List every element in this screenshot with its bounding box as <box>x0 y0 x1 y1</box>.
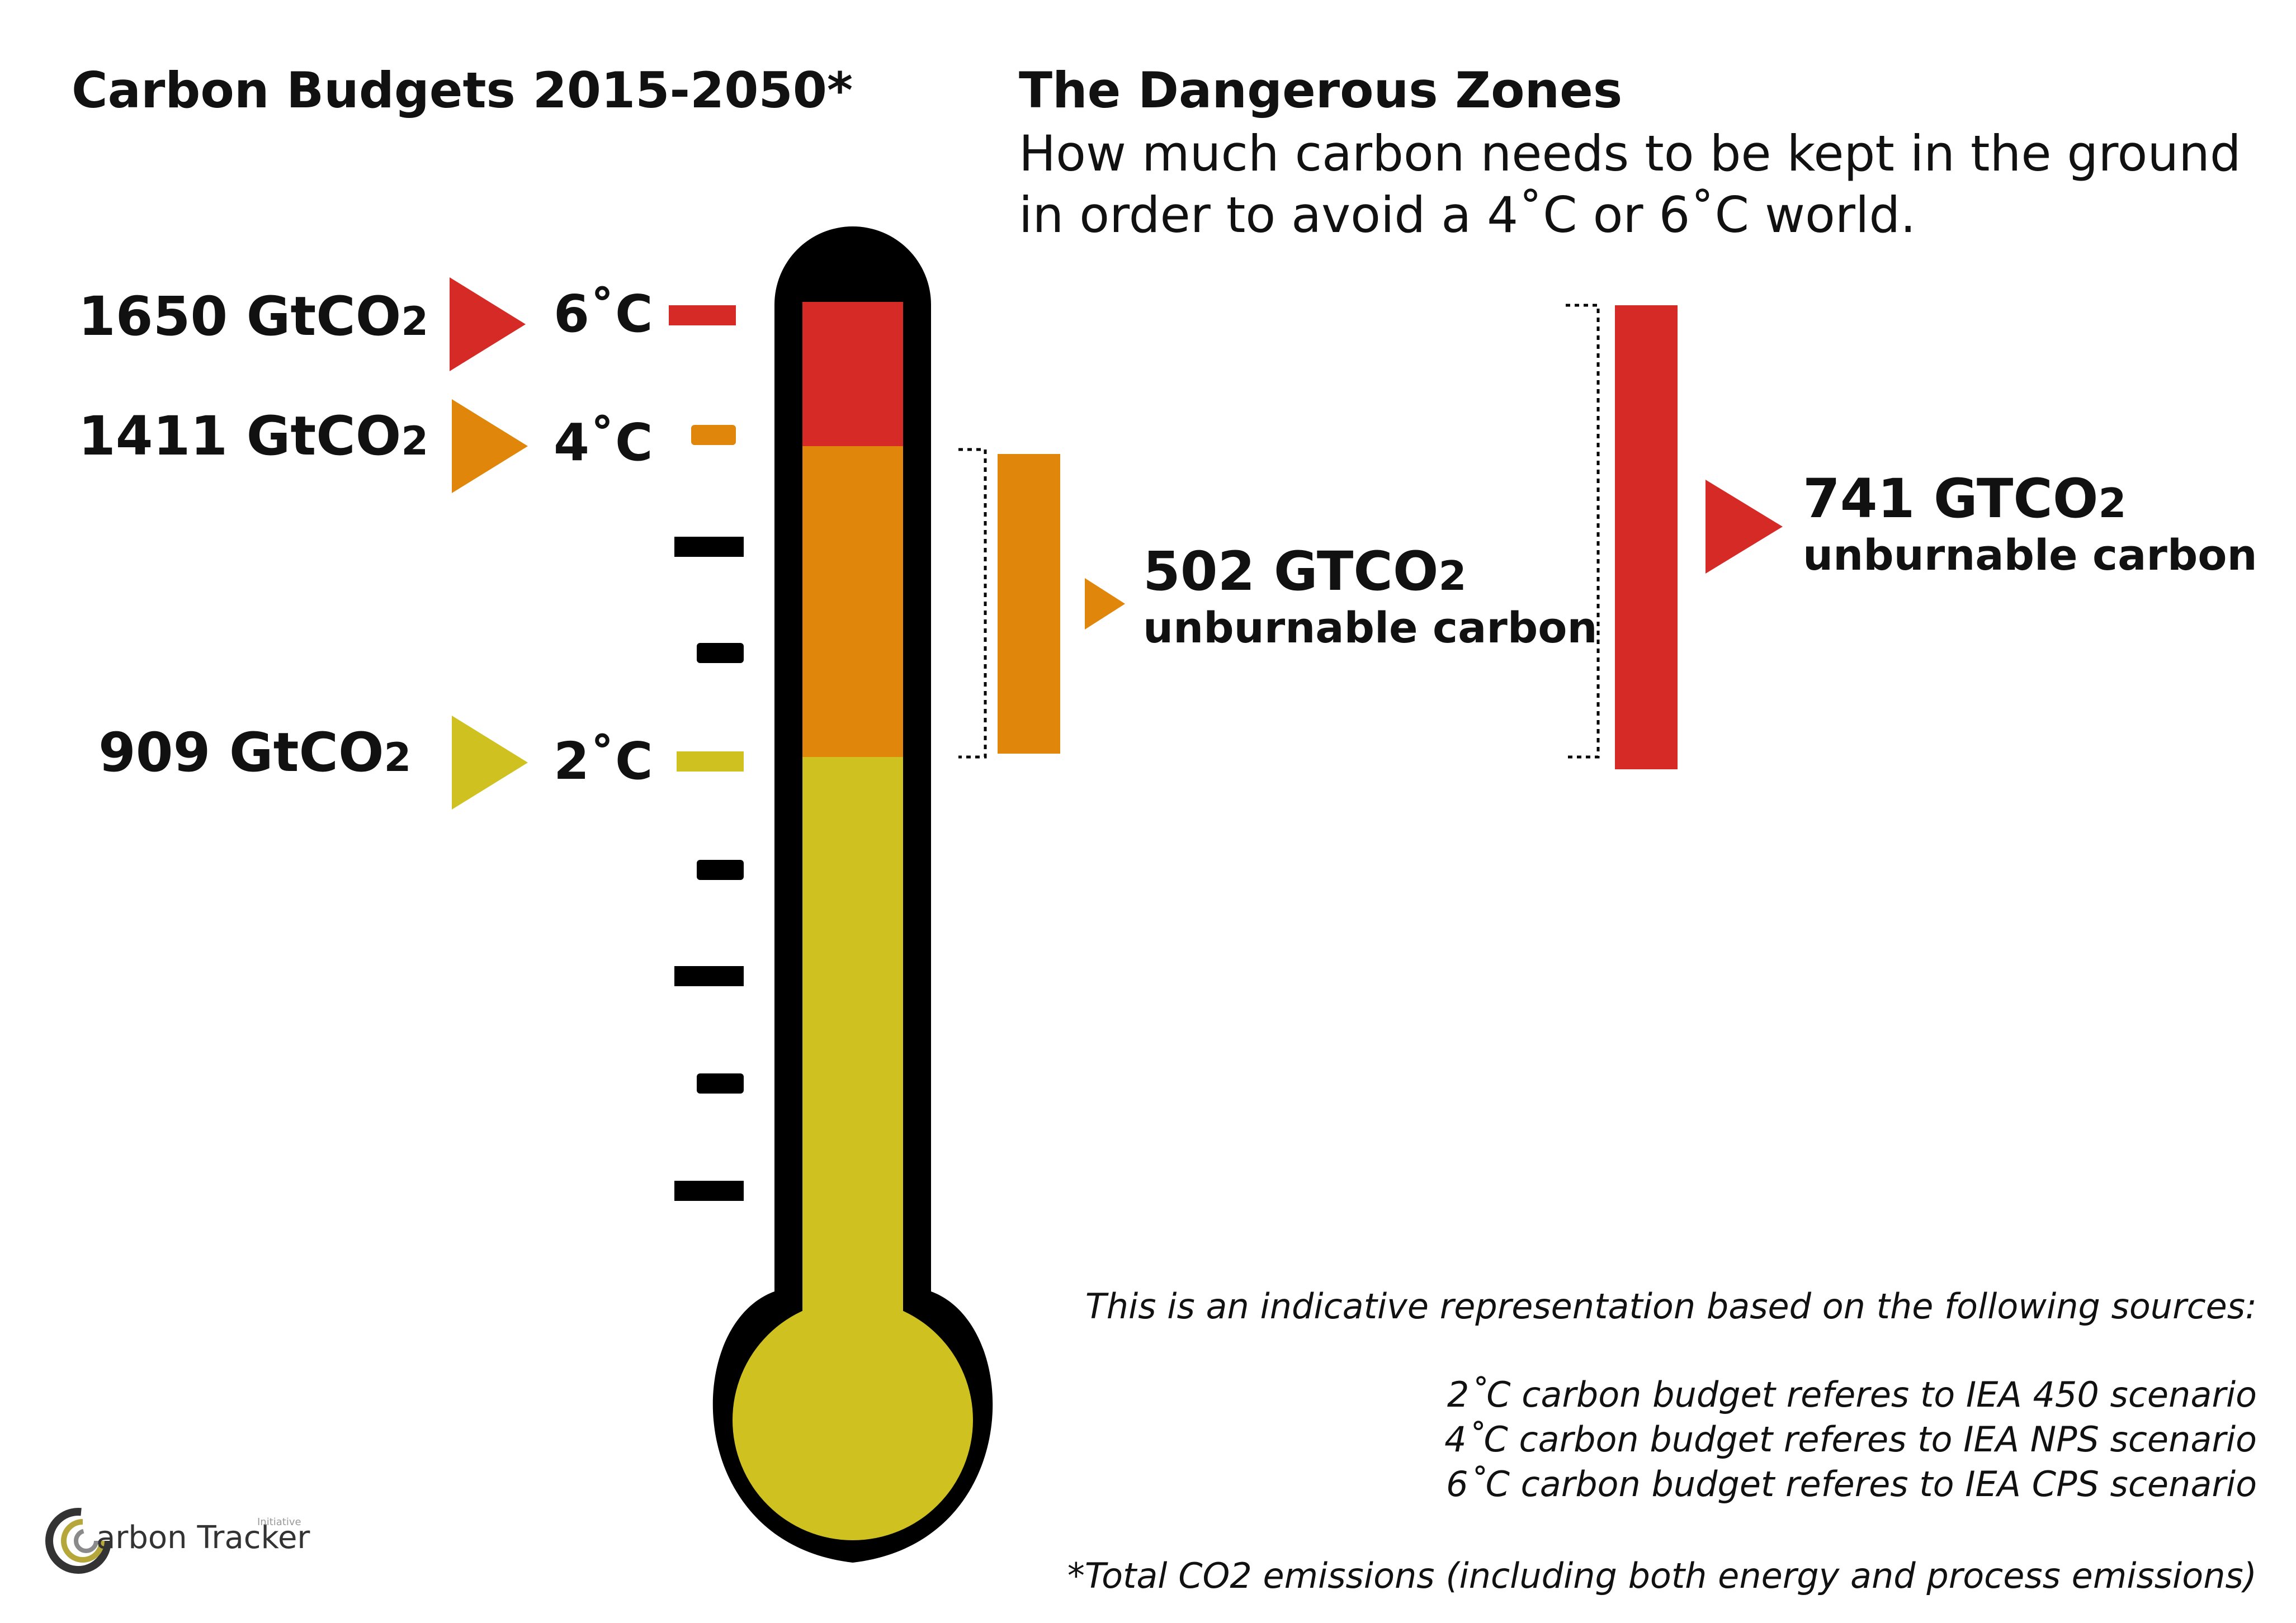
pointer-triangle-502 <box>1085 578 1125 630</box>
tick-4c <box>691 425 736 445</box>
unburnable-741-block: 741 GTCO2 unburnable carbon <box>1803 467 2257 580</box>
subtitle: How much carbon needs to be kept in the … <box>1019 123 2241 246</box>
stem-red-segment <box>802 302 903 446</box>
tick <box>674 1181 744 1201</box>
pointer-triangle-4c <box>452 399 528 493</box>
bracket-741 <box>1566 304 1600 759</box>
tick-6c <box>669 305 736 325</box>
unburnable-741-value: 741 GTCO2 <box>1803 467 2127 530</box>
subtitle-line-1: How much carbon needs to be kept in the … <box>1019 125 2241 182</box>
tick <box>674 966 744 986</box>
notes-footnote: *Total CO2 emissions (including both ene… <box>1067 1555 2257 1596</box>
bar-502 <box>998 454 1060 754</box>
notes-intro: This is an indicative representation bas… <box>1085 1286 2257 1327</box>
budget-label-909: 909 GtCO2 <box>98 721 412 784</box>
carbon-tracker-logo-icon <box>45 1508 111 1574</box>
tick-2c <box>677 751 744 772</box>
pointer-triangle-741 <box>1706 480 1783 574</box>
bracket-502 <box>958 448 987 759</box>
stem-orange-segment <box>802 446 903 757</box>
right-title: The Dangerous Zones <box>1019 61 1623 119</box>
temp-label-2c: 2˚C <box>554 731 653 791</box>
budget-label-1411: 1411 GtCO2 <box>78 405 429 467</box>
thermometer-bulb <box>733 1300 973 1540</box>
tick <box>697 860 744 880</box>
pointer-triangle-2c <box>452 716 528 810</box>
budget-label-1650: 1650 GtCO2 <box>78 285 429 348</box>
carbon-tracker-logo-initiative: Initiative <box>257 1516 301 1528</box>
unburnable-502-block: 502 GTCO2 unburnable carbon <box>1143 540 1598 652</box>
left-title: Carbon Budgets 2015-2050* <box>72 61 853 119</box>
carbon-tracker-logo-text: arbon Tracker <box>96 1520 310 1556</box>
pointer-triangle-6c <box>450 277 526 371</box>
temp-label-4c: 4˚C <box>554 413 653 472</box>
stem-yellow-segment <box>802 757 903 1344</box>
unburnable-741-label: unburnable carbon <box>1803 530 2257 580</box>
notes-line-3: 6˚C carbon budget referes to IEA CPS sce… <box>1446 1464 2257 1504</box>
unburnable-502-label: unburnable carbon <box>1143 603 1598 652</box>
unburnable-502-value: 502 GTCO2 <box>1143 540 1467 603</box>
temp-label-6c: 6˚C <box>554 284 653 344</box>
tick <box>697 1073 744 1094</box>
bar-741 <box>1615 305 1678 769</box>
tick <box>674 537 744 557</box>
notes-line-2: 4˚C carbon budget referes to IEA NPS sce… <box>1444 1419 2257 1460</box>
notes-line-1: 2˚C carbon budget referes to IEA 450 sce… <box>1447 1374 2257 1415</box>
tick <box>697 643 744 663</box>
subtitle-line-2: in order to avoid a 4˚C or 6˚C world. <box>1019 186 1916 244</box>
